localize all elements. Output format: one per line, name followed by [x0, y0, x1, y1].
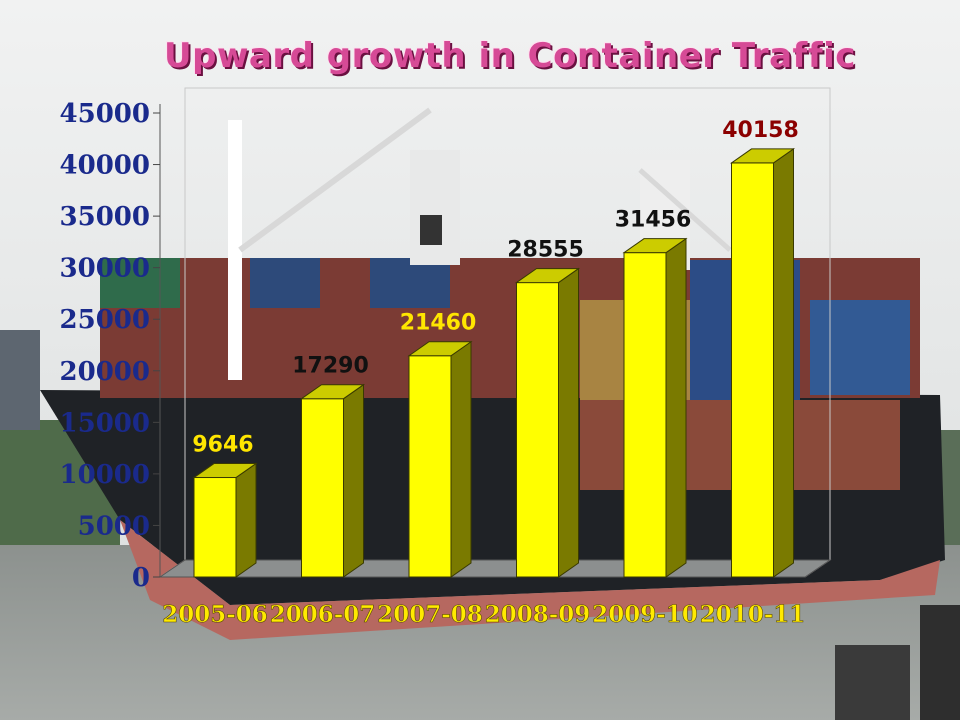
- chart-title: Upward growth in Container Traffic: [164, 36, 856, 76]
- bar-front: [408, 355, 452, 578]
- bar-2010-11: [729, 147, 796, 578]
- bar-2006-07: [299, 383, 366, 578]
- bar-2007-08: [407, 340, 473, 578]
- bar-side: [665, 237, 687, 578]
- bar-side: [343, 383, 364, 578]
- bar-side: [558, 267, 579, 578]
- bar-2005-06: [192, 462, 258, 578]
- y-tick-label: 35000: [60, 202, 150, 232]
- bar-side: [450, 340, 472, 578]
- x-tick-label: 2010-11: [700, 601, 806, 628]
- y-tick-label: 5000: [78, 511, 150, 541]
- bar-top: [192, 463, 258, 479]
- y-tick-label: 15000: [60, 408, 150, 438]
- bar-front: [731, 162, 774, 578]
- bar-2008-09: [514, 267, 581, 578]
- bar-top: [729, 148, 796, 164]
- bar-front: [193, 477, 237, 578]
- x-tick-label: 2009-10: [592, 601, 698, 628]
- y-tick-label: 20000: [60, 357, 150, 387]
- y-tick-label: 40000: [60, 151, 150, 181]
- bar-top: [299, 384, 366, 400]
- bar-side: [773, 147, 794, 578]
- x-tick-label: 2007-08: [377, 601, 483, 628]
- y-tick-label: 30000: [60, 254, 150, 284]
- y-tick-label: 25000: [60, 305, 150, 335]
- bar-front: [301, 398, 344, 578]
- x-tick-label: 2005-06: [162, 601, 268, 628]
- bar-2009-10: [622, 237, 688, 578]
- x-tick-label: 2006-07: [270, 601, 376, 628]
- data-label: 40158: [722, 118, 799, 143]
- x-tick-label: 2008-09: [485, 601, 591, 628]
- data-label: 21460: [400, 311, 477, 336]
- bar-front: [623, 252, 667, 578]
- data-label: 17290: [292, 354, 369, 379]
- bar-top: [622, 238, 688, 254]
- y-tick-label: 0: [132, 563, 150, 593]
- bar-top: [407, 341, 473, 357]
- bar-side: [235, 462, 257, 578]
- chart-back-wall: [159, 87, 831, 578]
- data-label: 31456: [615, 208, 692, 233]
- bar-front: [516, 282, 559, 578]
- chart-floor: [158, 559, 832, 578]
- y-tick-label: 10000: [60, 460, 150, 490]
- bar-top: [514, 268, 581, 284]
- y-tick-label: 45000: [60, 99, 150, 129]
- data-label: 28555: [507, 238, 584, 263]
- data-label: 9646: [192, 433, 253, 458]
